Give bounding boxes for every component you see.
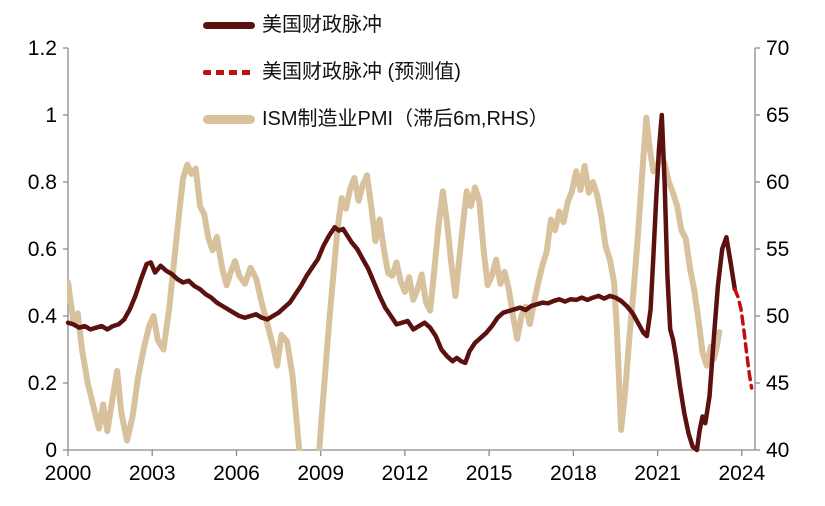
legend: 美国财政脉冲 美国财政脉冲 (预测值) ISM制造业PMI（滞后6m,RHS） (203, 13, 549, 131)
left-tick-label: 1 (45, 104, 57, 127)
solid-tan-line-swatch (203, 114, 255, 124)
left-tick-label: 0.8 (28, 171, 57, 194)
left-tick-label: 0.2 (28, 372, 57, 395)
x-tick-label: 2003 (129, 462, 176, 485)
series-line-1 (733, 287, 754, 390)
left-tick-label: 0.6 (28, 238, 57, 261)
left-tick-label: 0.4 (28, 305, 58, 328)
right-tick-label: 40 (766, 439, 789, 462)
right-tick-label: 60 (766, 171, 789, 194)
legend-item-ism-pmi: ISM制造业PMI（滞后6m,RHS） (203, 107, 549, 131)
x-tick-label: 2021 (634, 462, 681, 485)
left-tick-label: 1.2 (28, 37, 57, 60)
x-axis: 2000 2003 2006 2009 2012 2015 2018 2021 2024 (45, 450, 765, 485)
left-y-axis: 0 0.2 0.4 0.6 0.8 1 1.2 (28, 37, 68, 462)
legend-item-fiscal-impulse: 美国财政脉冲 (203, 13, 549, 37)
x-tick-label: 2009 (297, 462, 344, 485)
legend-label-fiscal-impulse: 美国财政脉冲 (262, 14, 382, 36)
legend-item-fiscal-impulse-forecast: 美国财政脉冲 (预测值) (203, 60, 549, 84)
x-tick-label: 2006 (213, 462, 260, 485)
legend-label-fiscal-impulse-forecast: 美国财政脉冲 (预测值) (262, 61, 461, 83)
x-tick-label: 2018 (550, 462, 597, 485)
x-tick-label: 2015 (466, 462, 513, 485)
x-tick-label: 2024 (718, 462, 765, 485)
solid-maroon-line-swatch (203, 21, 255, 29)
right-y-axis: 40 45 50 55 60 65 70 (755, 37, 789, 462)
x-tick-label: 2000 (45, 462, 92, 485)
right-tick-label: 50 (766, 305, 789, 328)
right-tick-label: 70 (766, 37, 789, 60)
right-tick-label: 55 (766, 238, 789, 261)
dashed-red-line-swatch (203, 69, 255, 75)
series-line-0 (65, 112, 738, 453)
left-tick-label: 0 (45, 439, 57, 462)
right-tick-label: 45 (766, 372, 789, 395)
legend-label-ism-pmi: ISM制造业PMI（滞后6m,RHS） (262, 108, 549, 130)
right-tick-label: 65 (766, 104, 789, 127)
x-tick-label: 2012 (382, 462, 429, 485)
series-line-2 (67, 114, 723, 451)
